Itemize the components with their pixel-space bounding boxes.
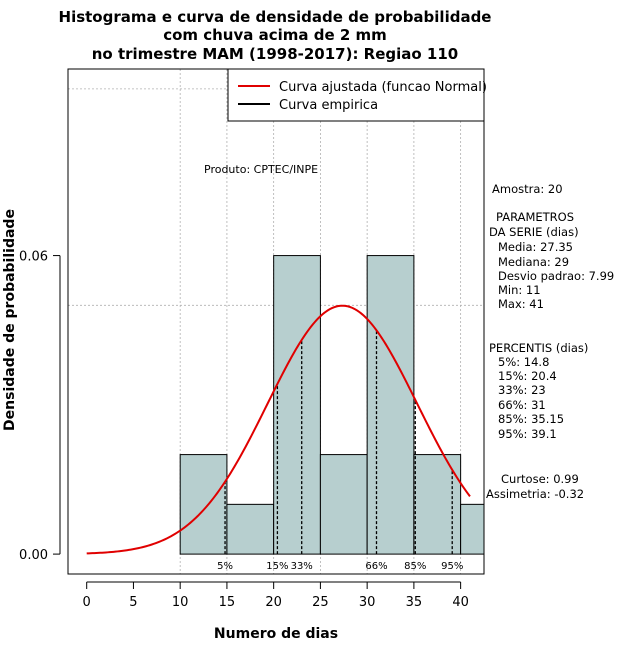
x-tick-label-40: 40 <box>452 595 469 610</box>
y-tick-label-0: 0.00 <box>19 548 48 563</box>
histogram-bar-2 <box>273 255 321 555</box>
fitted-normal-curve <box>86 304 471 555</box>
y-axis: 0.00 0.06 <box>19 250 61 563</box>
percentile-label-5: 95% <box>441 561 463 572</box>
stats-curtose: Curtose: 0.99 <box>501 472 579 486</box>
percentile-label-4: 85% <box>404 561 426 572</box>
stats-percentis-title: PERCENTIS (dias) <box>489 341 588 355</box>
legend: Curva ajustada (funcao Normal) Curva emp… <box>227 68 487 122</box>
histogram-bar-1 <box>226 503 275 555</box>
legend-label-empirical: Curva empirica <box>279 98 378 113</box>
x-tick-label-25: 25 <box>312 595 329 610</box>
stats-max: Max: 41 <box>498 297 544 311</box>
fitted-curve-layer <box>86 304 471 555</box>
stats-panel: Amostra: 20 PARAMETROS DA SERIE (dias) M… <box>486 182 614 501</box>
x-axis-label: Numero de dias <box>214 626 338 642</box>
percentile-label-3: 66% <box>365 561 387 572</box>
stats-p33: 33%: 23 <box>498 383 546 397</box>
stats-p85: 85%: 35.15 <box>498 412 564 426</box>
percentile-label-2: 33% <box>291 561 313 572</box>
percentile-label-0: 5% <box>217 561 233 572</box>
histogram-bar-5 <box>413 454 462 555</box>
x-tick-label-0: 0 <box>83 595 91 610</box>
percentile-label-1: 15% <box>266 561 288 572</box>
histogram-bars <box>179 255 485 555</box>
x-tick-label-30: 30 <box>359 595 376 610</box>
product-annotation: Produto: CPTEC/INPE <box>204 163 318 176</box>
percentile-lines: 5% 15% 33% 66% 85% 95% <box>217 330 463 572</box>
x-axis: 0 5 10 15 20 25 30 35 40 <box>83 581 469 610</box>
stats-assimetria: Assimetria: -0.32 <box>486 487 584 501</box>
stats-min: Min: 11 <box>498 283 541 297</box>
stats-parametros-title-2: DA SERIE (dias) <box>489 225 579 239</box>
histogram-bar-0 <box>179 454 228 555</box>
stats-p66: 66%: 31 <box>498 398 546 412</box>
stats-desvio: Desvio padrao: 7.99 <box>498 269 614 283</box>
histogram-bar-6 <box>460 503 485 555</box>
stats-amostra: Amostra: 20 <box>492 182 563 196</box>
stats-p95: 95%: 39.1 <box>498 427 557 441</box>
chart-title-line-3: no trimestre MAM (1998-2017): Regiao 110 <box>92 45 459 63</box>
chart-title-line-1: Histograma e curva de densidade de proba… <box>59 8 492 26</box>
x-tick-label-15: 15 <box>219 595 236 610</box>
legend-box <box>227 68 485 122</box>
stats-parametros-title-1: PARAMETROS <box>496 210 574 224</box>
legend-label-fitted: Curva ajustada (funcao Normal) <box>279 80 487 95</box>
chart-title-line-2: com chuva acima de 2 mm <box>163 26 387 44</box>
histogram-bar-3 <box>319 454 368 555</box>
stats-p5: 5%: 14.8 <box>498 355 549 369</box>
stats-p15: 15%: 20.4 <box>498 369 557 383</box>
stats-media: Media: 27.35 <box>498 240 573 254</box>
x-tick-label-35: 35 <box>406 595 423 610</box>
x-tick-label-20: 20 <box>265 595 282 610</box>
x-tick-label-5: 5 <box>129 595 137 610</box>
y-axis-label: Densidade de probabilidade <box>2 209 18 431</box>
x-tick-label-10: 10 <box>172 595 189 610</box>
stats-mediana: Mediana: 29 <box>498 255 569 269</box>
histogram-bar-4 <box>366 255 415 555</box>
y-tick-label-1: 0.06 <box>19 250 48 265</box>
